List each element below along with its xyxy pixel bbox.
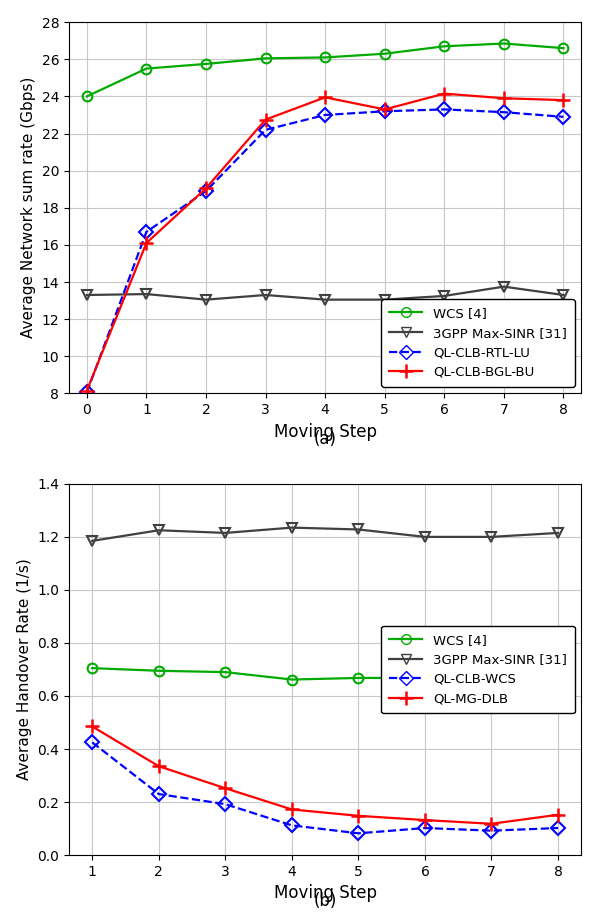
X-axis label: Moving Step: Moving Step <box>274 884 377 903</box>
Y-axis label: Average Network sum rate (Gbps): Average Network sum rate (Gbps) <box>21 77 36 338</box>
Text: (a): (a) <box>313 431 337 448</box>
X-axis label: Moving Step: Moving Step <box>274 422 377 441</box>
Text: (b): (b) <box>313 892 337 910</box>
Y-axis label: Average Handover Rate (1/s): Average Handover Rate (1/s) <box>17 559 32 780</box>
Legend: WCS [4], 3GPP Max-SINR [31], QL-CLB-RTL-LU, QL-CLB-BGL-BU: WCS [4], 3GPP Max-SINR [31], QL-CLB-RTL-… <box>382 299 575 386</box>
Legend: WCS [4], 3GPP Max-SINR [31], QL-CLB-WCS, QL-MG-DLB: WCS [4], 3GPP Max-SINR [31], QL-CLB-WCS,… <box>382 626 575 714</box>
